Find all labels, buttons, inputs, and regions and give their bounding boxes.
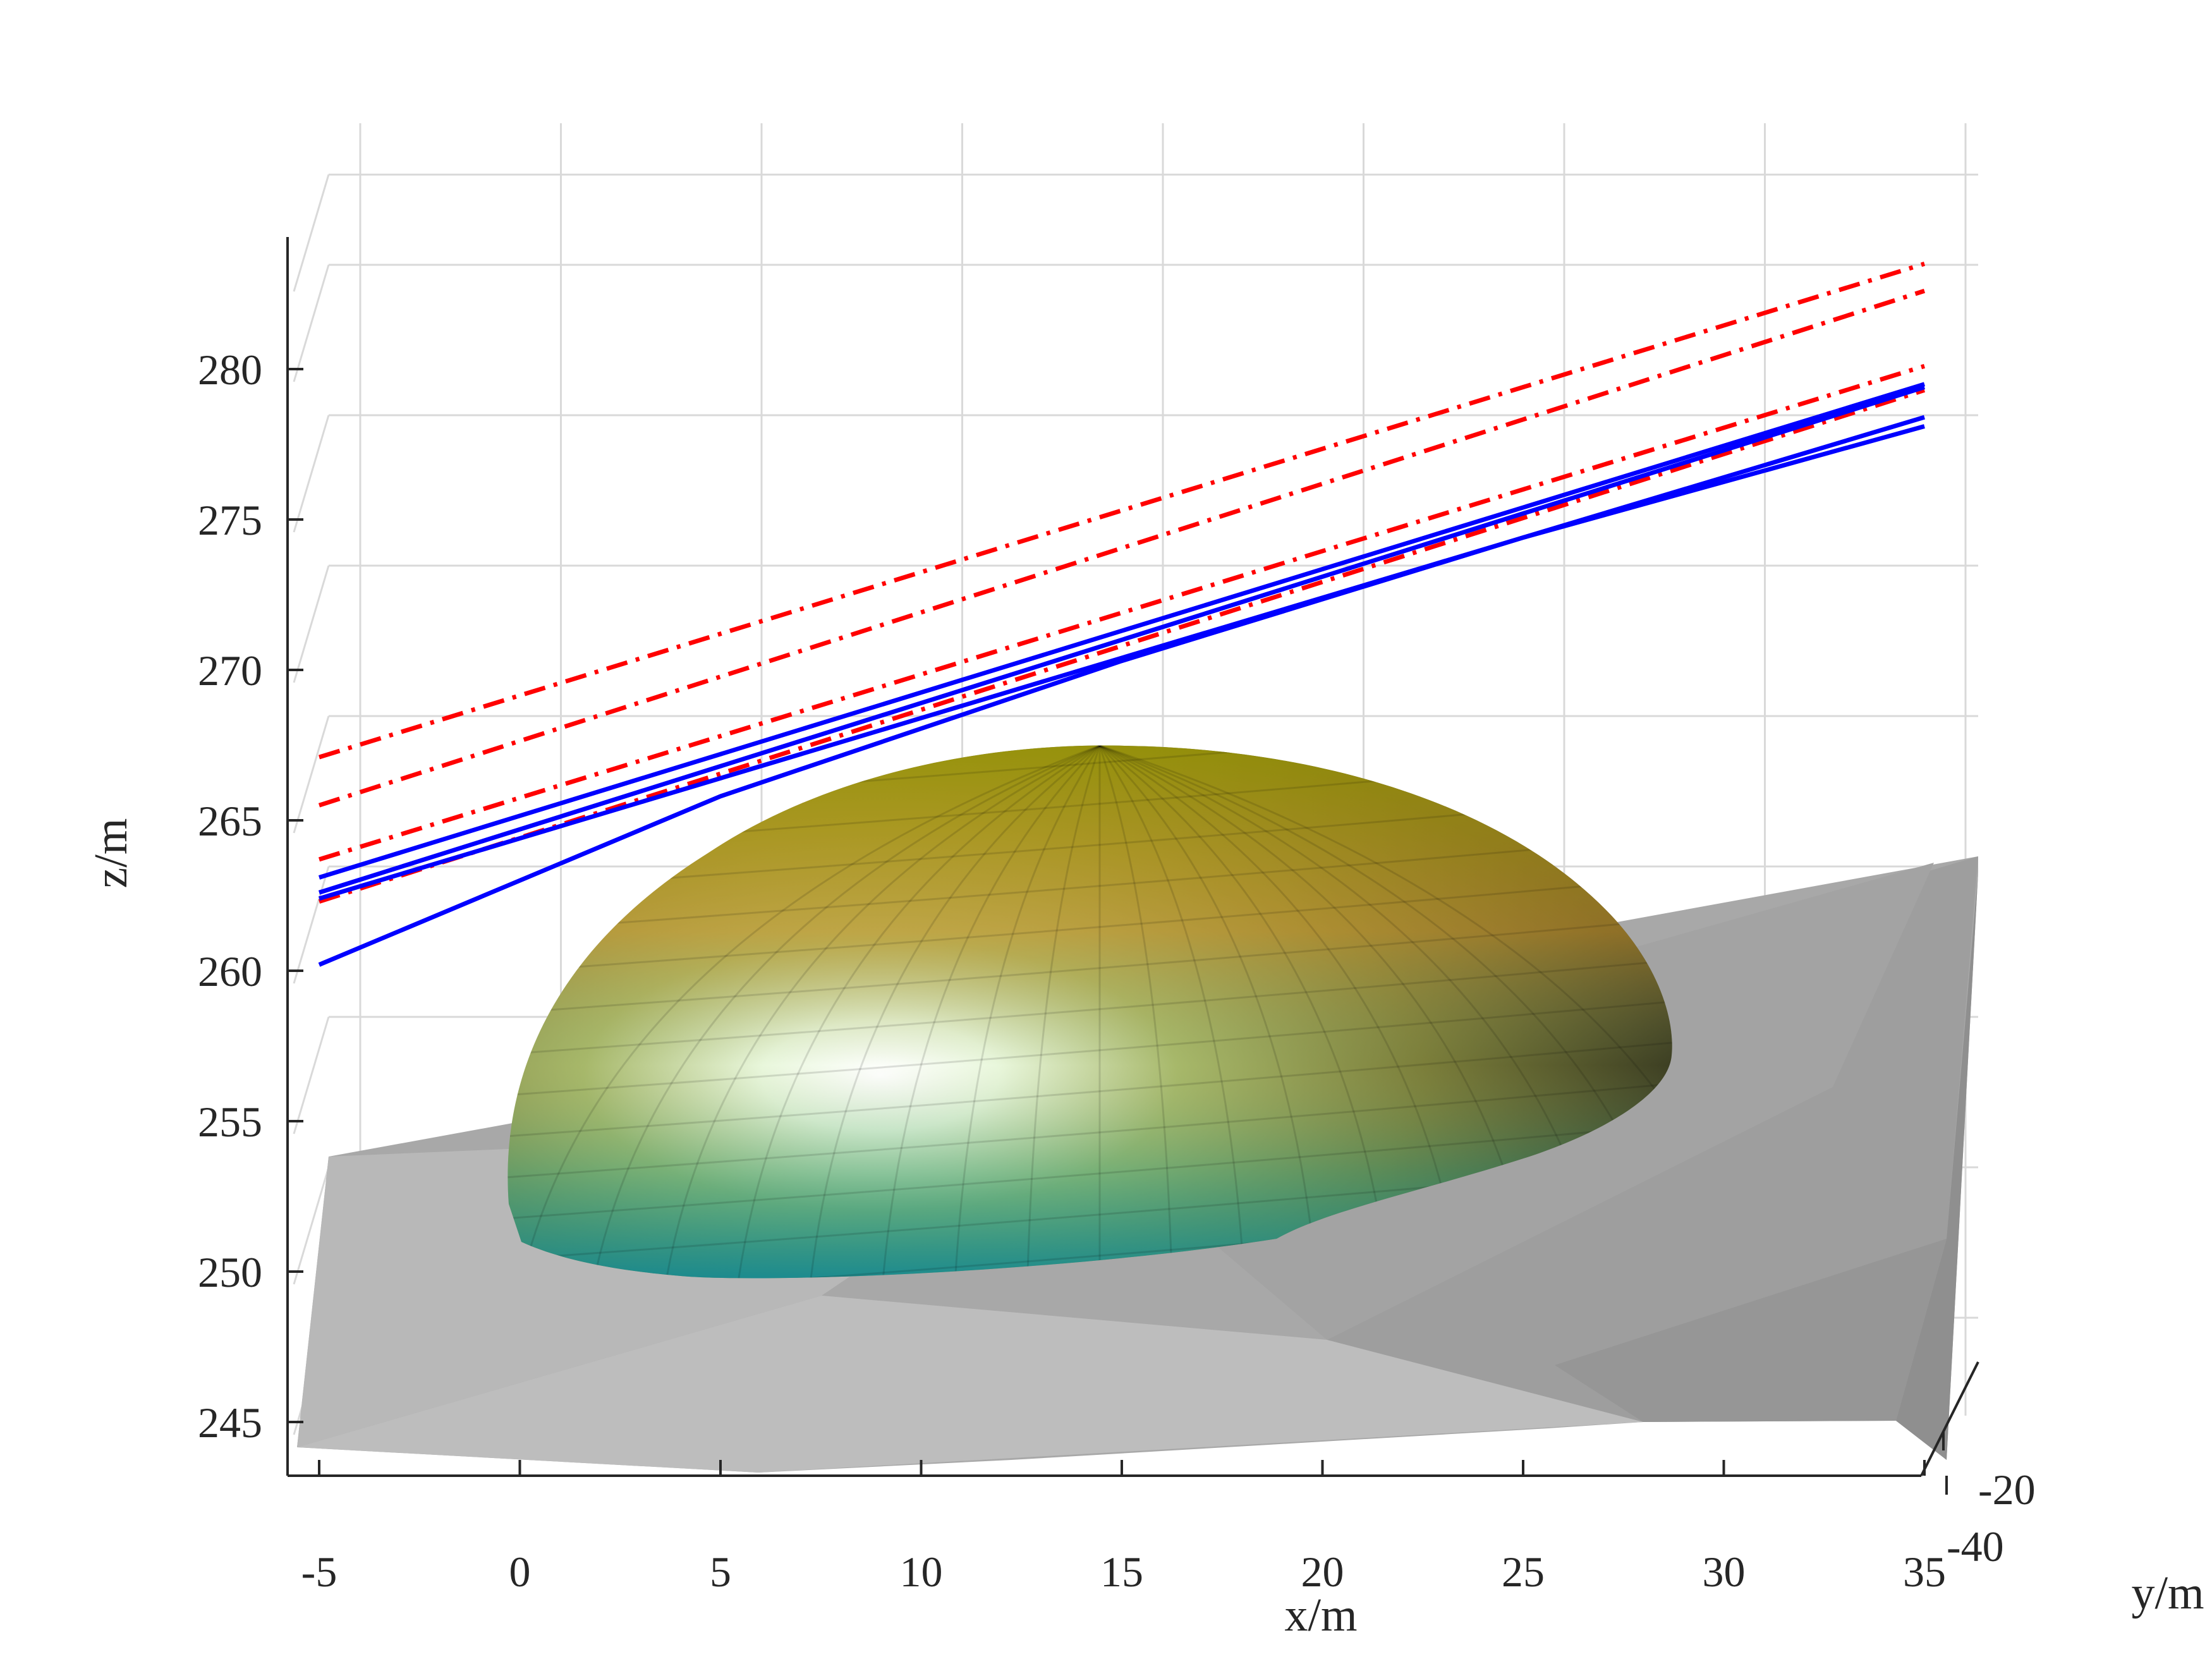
grid-line-side bbox=[293, 1016, 330, 1134]
series-line-solid bbox=[318, 415, 1926, 901]
grid-line-side bbox=[293, 415, 330, 533]
x-tick-label: 30 bbox=[1703, 1548, 1746, 1596]
series-line-solid bbox=[318, 424, 1925, 967]
x-axis-title: x/m bbox=[1284, 1589, 1357, 1641]
z-tick-label: 245 bbox=[198, 1399, 262, 1447]
dome-surface bbox=[507, 745, 1672, 1279]
y-tick-label: -40 bbox=[1947, 1522, 2004, 1571]
z-tick-label: 260 bbox=[198, 947, 262, 995]
x-tick-label: 35 bbox=[1903, 1548, 1946, 1596]
grid-line-side bbox=[293, 866, 330, 984]
x-tick-label: -5 bbox=[301, 1548, 337, 1596]
grid-line-side bbox=[293, 174, 330, 292]
x-tick-label: 10 bbox=[900, 1548, 943, 1596]
x-axis-ticks: -5 0 5 10 15 20 25 30 35 bbox=[301, 1460, 1946, 1596]
x-tick-label: 25 bbox=[1502, 1548, 1545, 1596]
x-tick-label: 5 bbox=[710, 1548, 731, 1596]
z-tick-label: 275 bbox=[198, 496, 262, 544]
y-axis-title: y/m bbox=[2131, 1567, 2204, 1619]
y-tick-label: -20 bbox=[1978, 1466, 2036, 1514]
z-tick-label: 265 bbox=[198, 797, 262, 845]
grid-line-side bbox=[293, 715, 330, 834]
z-axis-title: z/m bbox=[85, 818, 137, 889]
z-tick-label: 270 bbox=[198, 647, 262, 695]
x-tick-label: 0 bbox=[509, 1548, 531, 1596]
series-line-solid bbox=[318, 385, 1926, 895]
x-tick-label: 15 bbox=[1100, 1548, 1143, 1596]
grid-line-side bbox=[293, 264, 330, 382]
trajectory-lines bbox=[318, 262, 1926, 967]
z-tick-label: 250 bbox=[198, 1248, 262, 1296]
grid-line-side bbox=[293, 1167, 330, 1285]
grid-line-side bbox=[293, 565, 330, 683]
z-tick-label: 255 bbox=[198, 1098, 262, 1146]
axes bbox=[286, 237, 1979, 1477]
x-tick-label: 20 bbox=[1301, 1548, 1344, 1596]
z-axis-ticks: 245 250 255 260 265 270 275 280 bbox=[198, 346, 303, 1447]
y-axis-ticks: -40-20 bbox=[1942, 1431, 2036, 1571]
series-line-solid bbox=[318, 382, 1926, 880]
z-tick-label: 280 bbox=[198, 346, 262, 394]
